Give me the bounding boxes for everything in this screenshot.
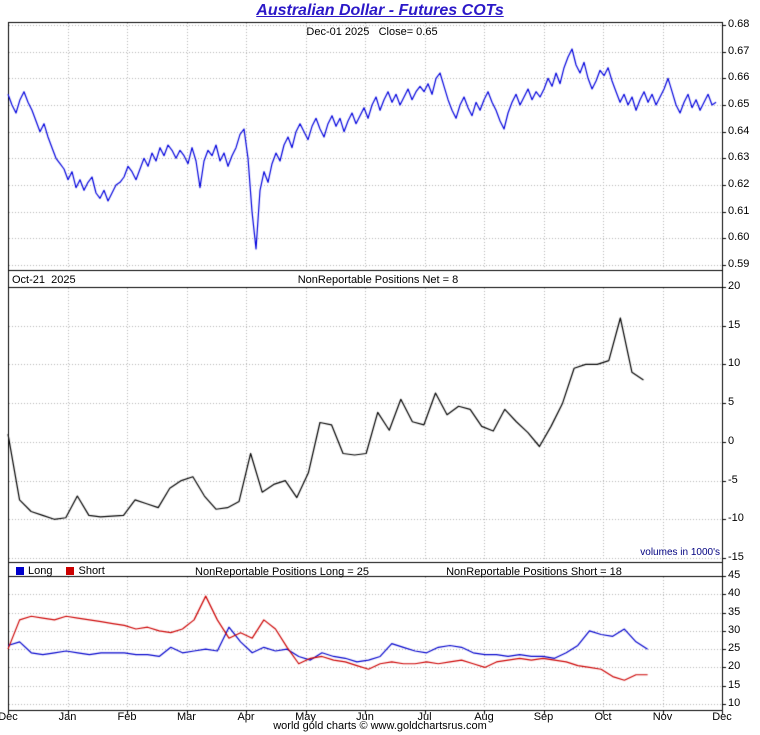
y-tick-label: 0.67: [728, 44, 750, 57]
y-tick-label: 10: [728, 357, 741, 370]
y-tick-label: 15: [728, 318, 741, 331]
footer-credit: world gold charts © www.goldchartsrus.co…: [273, 720, 487, 732]
x-axis-label: Oct: [594, 711, 612, 723]
x-axis-label: May: [295, 711, 316, 723]
y-tick-label: 0.63: [728, 151, 750, 164]
x-axis-label: Nov: [652, 711, 673, 723]
legend-short: Short: [66, 565, 105, 577]
y-tick-label: -15: [728, 551, 744, 563]
positions-legend: Long Short: [16, 565, 105, 577]
positions-long-title: NonReportable Positions Long = 25: [195, 566, 369, 578]
legend-short-label: Short: [78, 565, 105, 577]
x-axis-label: Jan: [58, 711, 77, 723]
y-tick-label: 30: [728, 623, 741, 636]
y-tick-label: 45: [728, 569, 741, 581]
x-axis-label: Sep: [533, 711, 554, 723]
y-tick-label: 0.59: [728, 258, 750, 270]
x-axis-label: Dec: [712, 711, 732, 723]
y-tick-label: 0: [728, 434, 735, 447]
y-tick-label: 0.66: [728, 71, 750, 84]
long-swatch-icon: [16, 567, 24, 575]
y-tick-label: 15: [728, 678, 741, 691]
y-tick-label: 0.62: [728, 178, 750, 190]
x-axis-label: Feb: [117, 711, 137, 723]
y-tick-label: -5: [728, 473, 738, 486]
positions-short-title: NonReportable Positions Short = 18: [446, 566, 622, 578]
x-axis-label: Aug: [474, 711, 494, 723]
volumes-note: volumes in 1000's: [640, 547, 720, 558]
x-axis-label: Mar: [177, 711, 196, 723]
y-tick-label: 35: [728, 605, 741, 618]
legend-long: Long: [16, 565, 52, 577]
y-tick-label: 20: [728, 280, 741, 292]
x-axis-label: Apr: [237, 711, 255, 723]
y-tick-label: 5: [728, 396, 735, 409]
y-tick-label: 0.68: [728, 18, 750, 30]
price-panel-header: Dec-01 2025 Close= 0.65: [306, 26, 438, 38]
net-panel-title: NonReportable Positions Net = 8: [297, 274, 459, 286]
x-axis-label: Jun: [356, 711, 374, 723]
short-swatch-icon: [66, 567, 75, 575]
y-tick-label: 0.60: [728, 231, 750, 244]
y-tick-label: 20: [728, 660, 741, 673]
x-axis-label: Jul: [417, 711, 432, 723]
y-tick-label: 0.64: [728, 124, 750, 137]
y-tick-label: 10: [728, 697, 741, 709]
y-tick-label: 0.65: [728, 98, 750, 110]
y-tick-label: 25: [728, 642, 741, 655]
net-panel-date: Oct-21 2025: [12, 274, 76, 286]
y-tick-label: 40: [728, 587, 741, 600]
legend-long-label: Long: [28, 565, 53, 577]
y-tick-label: 0.61: [728, 204, 750, 217]
page-title: Australian Dollar - Futures COTs: [256, 2, 504, 19]
x-axis-label: Dec: [0, 711, 18, 723]
y-tick-label: -10: [728, 512, 744, 525]
